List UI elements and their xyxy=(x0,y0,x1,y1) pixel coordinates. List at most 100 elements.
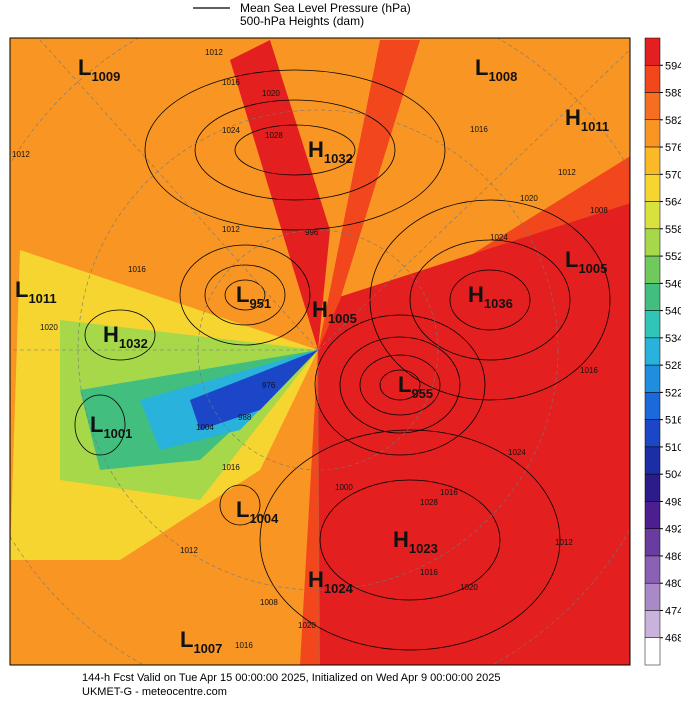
pressure-center: H1032 xyxy=(103,322,148,351)
pressure-center: H1005 xyxy=(312,297,357,326)
contour-label: 1016 xyxy=(440,488,458,497)
pressure-center: H1032 xyxy=(308,137,353,166)
contour-label: 1012 xyxy=(180,546,198,555)
colorbar-label: 558 xyxy=(665,224,681,236)
contour-label: 1024 xyxy=(490,233,508,242)
colorbar-label: 480 xyxy=(665,578,681,590)
field-cold5 xyxy=(190,350,318,430)
center-value: 1011 xyxy=(581,119,609,134)
center-value: 955 xyxy=(411,386,433,401)
colorbar-label: 576 xyxy=(665,142,681,154)
pressure-center: L1005 xyxy=(565,247,607,276)
center-type: H xyxy=(565,105,581,130)
center-value: 951 xyxy=(249,296,271,311)
center-type: L xyxy=(78,55,91,80)
center-type: H xyxy=(308,567,324,592)
center-value: 1024 xyxy=(324,581,354,596)
colorbar-label: 468 xyxy=(665,633,681,645)
footer-line1: 144-h Fcst Valid on Tue Apr 15 00:00:00 … xyxy=(82,672,501,684)
colorbar-label: 492 xyxy=(665,524,681,536)
pressure-center: L1001 xyxy=(90,412,132,441)
pressure-center: H1011 xyxy=(565,105,609,134)
contour-label: 1012 xyxy=(558,168,576,177)
colorbar-swatch xyxy=(644,473,661,502)
pressure-center: L1009 xyxy=(78,55,120,84)
legend-mslp: Mean Sea Level Pressure (hPa) xyxy=(240,1,411,15)
contour-label: 1028 xyxy=(265,131,283,140)
colorbar-label: 516 xyxy=(665,415,681,427)
colorbar-label: 546 xyxy=(665,278,681,290)
colorbar-label: 528 xyxy=(665,360,681,372)
colorbar-swatch xyxy=(644,528,661,557)
center-type: H xyxy=(312,297,328,322)
field-wedge2 xyxy=(318,40,420,350)
contour-label: 1016 xyxy=(222,463,240,472)
colorbar-swatch xyxy=(644,174,661,202)
legend-heights: 500-hPa Heights (dam) xyxy=(240,14,364,28)
center-type: H xyxy=(393,527,409,552)
colorbar-swatch xyxy=(644,228,661,257)
contour-label: 1028 xyxy=(420,498,438,507)
colorbar-label: 594 xyxy=(665,60,681,72)
colorbar-swatch xyxy=(644,37,661,66)
center-type: H xyxy=(468,282,484,307)
colorbar-label: 498 xyxy=(665,496,681,508)
contour-label: 1012 xyxy=(222,225,240,234)
colorbar-label: 564 xyxy=(665,197,681,209)
contour-label: 1016 xyxy=(128,265,146,274)
pressure-center: L1011 xyxy=(15,277,57,306)
pressure-center: L1008 xyxy=(475,55,517,84)
field-hot xyxy=(318,203,630,665)
pressure-center: L955 xyxy=(398,372,433,401)
center-type: L xyxy=(565,247,578,272)
contour-label: 1020 xyxy=(298,621,316,630)
center-value: 1032 xyxy=(119,336,148,351)
pressure-center: L951 xyxy=(236,282,271,311)
center-value: 1004 xyxy=(249,511,279,526)
contour-label: 1008 xyxy=(590,206,608,215)
footer-line2: UKMET-G - meteocentre.com xyxy=(82,686,227,698)
colorbar-swatch xyxy=(644,501,661,529)
colorbar-swatch xyxy=(644,364,661,393)
colorbar-swatch xyxy=(644,283,661,311)
center-type: H xyxy=(308,137,324,162)
contour-label: 1000 xyxy=(335,483,353,492)
contour-label: 1012 xyxy=(12,150,30,159)
center-type: L xyxy=(236,282,249,307)
contour-label: 1020 xyxy=(520,194,538,203)
contour-label: 1016 xyxy=(222,78,240,87)
center-type: L xyxy=(236,497,249,522)
center-type: L xyxy=(475,55,488,80)
colorbar-label: 582 xyxy=(665,115,681,127)
contour-label: 1020 xyxy=(262,89,280,98)
contour-label: 1020 xyxy=(460,583,478,592)
colorbar-label: 510 xyxy=(665,442,681,454)
center-type: L xyxy=(90,412,103,437)
colorbar-swatch xyxy=(644,201,661,230)
contour-label: 1020 xyxy=(40,323,58,332)
pressure-center: L1004 xyxy=(236,497,279,526)
contour-label: 1016 xyxy=(470,125,488,134)
contour-label: 988 xyxy=(238,413,252,422)
colorbar-swatch xyxy=(644,555,661,584)
colorbar-swatch xyxy=(644,310,661,339)
colorbar-label: 486 xyxy=(665,551,681,563)
colorbar-label: 522 xyxy=(665,387,681,399)
center-type: L xyxy=(15,277,28,302)
contour-label: 976 xyxy=(262,381,276,390)
colorbar-label: 540 xyxy=(665,306,681,318)
colorbar-swatch xyxy=(644,65,661,93)
contour-label: 1016 xyxy=(235,641,253,650)
center-value: 1032 xyxy=(324,151,353,166)
colorbar-swatch xyxy=(644,392,661,420)
center-value: 1005 xyxy=(578,261,607,276)
center-type: L xyxy=(398,372,411,397)
pressure-center: H1036 xyxy=(468,282,513,311)
colorbar-label: 588 xyxy=(665,88,681,100)
contour-label: 1008 xyxy=(260,598,278,607)
center-type: L xyxy=(180,627,193,652)
contour-label: 1012 xyxy=(555,538,573,547)
